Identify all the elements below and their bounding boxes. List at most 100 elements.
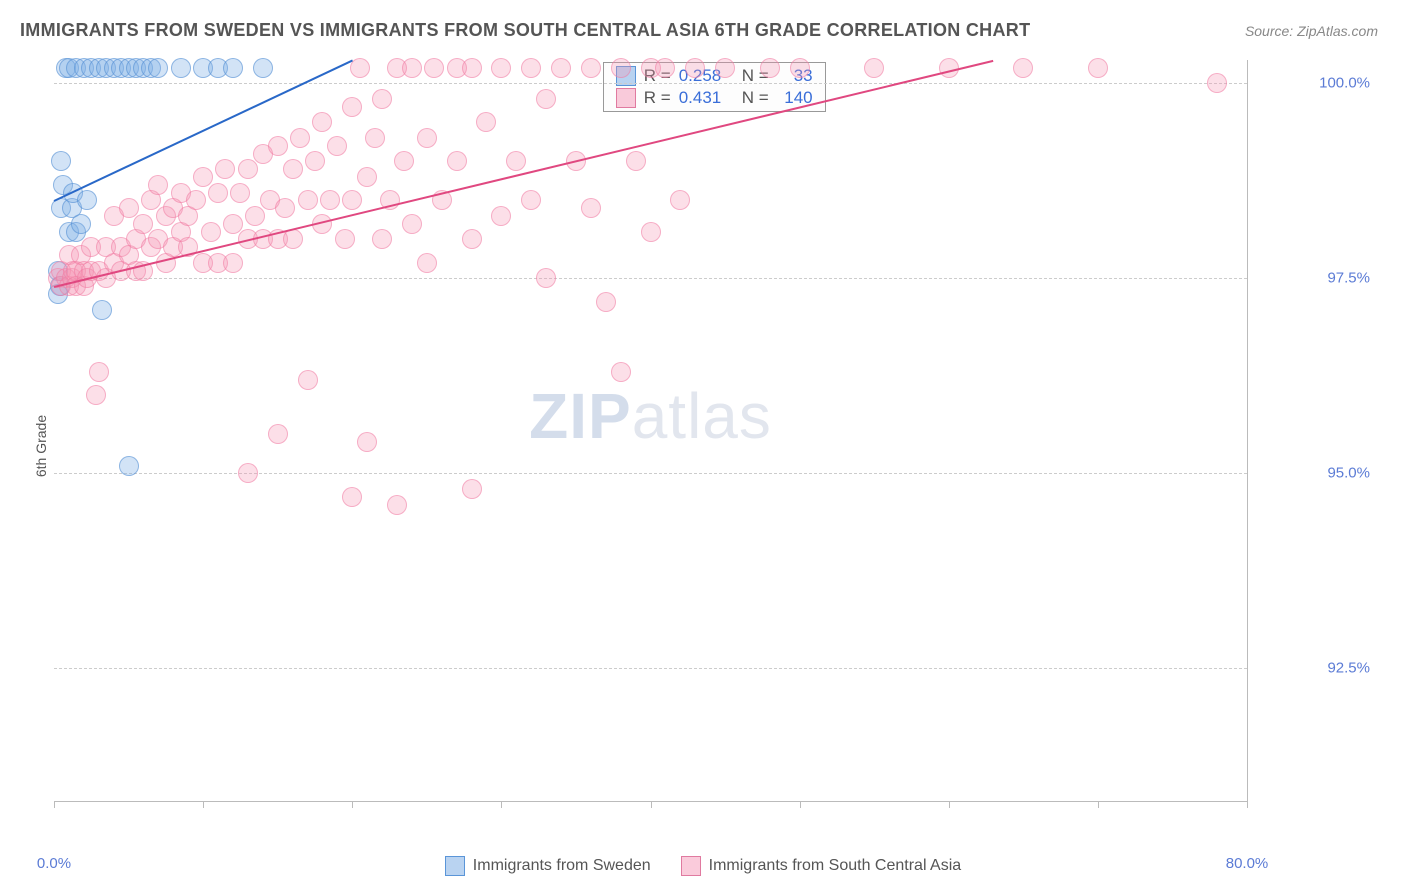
y-tick-label: 97.5% <box>1327 270 1370 287</box>
scatter-point <box>655 58 675 78</box>
scatter-point <box>201 222 221 242</box>
scatter-point <box>283 159 303 179</box>
scatter-point <box>670 190 690 210</box>
scatter-point <box>77 190 97 210</box>
scatter-point <box>596 292 616 312</box>
scatter-point <box>611 362 631 382</box>
scatter-point <box>171 58 191 78</box>
scatter-point <box>790 58 810 78</box>
legend-item-asia: Immigrants from South Central Asia <box>681 856 962 876</box>
r-value-asia: 0.431 <box>679 88 734 108</box>
x-tick <box>800 802 801 808</box>
scatter-point <box>394 151 414 171</box>
scatter-point <box>462 479 482 499</box>
scatter-point <box>305 151 325 171</box>
y-tick-label: 100.0% <box>1319 75 1370 92</box>
scatter-point <box>335 229 355 249</box>
scatter-point <box>268 136 288 156</box>
chart-container: 6th Grade ZIPatlas R = 0.258 N = 33 R = … <box>50 60 1378 832</box>
scatter-point <box>641 222 661 242</box>
scatter-point <box>365 128 385 148</box>
scatter-point <box>186 190 206 210</box>
x-tick <box>352 802 353 808</box>
swatch-pink-icon <box>616 88 636 108</box>
scatter-point <box>245 206 265 226</box>
legend-item-sweden: Immigrants from Sweden <box>445 856 651 876</box>
scatter-point <box>342 190 362 210</box>
scatter-point <box>626 151 646 171</box>
scatter-point <box>462 229 482 249</box>
scatter-point <box>476 112 496 132</box>
scatter-point <box>119 198 139 218</box>
grid-line <box>54 668 1247 669</box>
scatter-point <box>298 190 318 210</box>
scatter-point <box>342 487 362 507</box>
grid-line <box>54 278 1247 279</box>
scatter-point <box>760 58 780 78</box>
x-tick <box>501 802 502 808</box>
scatter-point <box>1013 58 1033 78</box>
scatter-point <box>148 58 168 78</box>
scatter-point <box>223 214 243 234</box>
scatter-point <box>491 58 511 78</box>
scatter-point <box>1207 73 1227 93</box>
scatter-point <box>491 206 511 226</box>
scatter-point <box>268 424 288 444</box>
scatter-point <box>685 58 705 78</box>
x-tick <box>949 802 950 808</box>
watermark: ZIPatlas <box>529 379 772 453</box>
scatter-point <box>290 128 310 148</box>
scatter-point <box>536 89 556 109</box>
scatter-point <box>283 229 303 249</box>
legend-label-asia: Immigrants from South Central Asia <box>709 857 962 875</box>
scatter-point <box>551 58 571 78</box>
grid-line <box>54 83 1247 84</box>
r-label: R = <box>644 88 671 108</box>
scatter-point <box>357 167 377 187</box>
scatter-point <box>536 268 556 288</box>
scatter-point <box>312 112 332 132</box>
scatter-point <box>350 58 370 78</box>
scatter-point <box>402 214 422 234</box>
scatter-point <box>417 128 437 148</box>
scatter-point <box>223 58 243 78</box>
scatter-point <box>119 456 139 476</box>
scatter-point <box>521 190 541 210</box>
x-tick <box>651 802 652 808</box>
scatter-point <box>133 214 153 234</box>
y-tick-label: 92.5% <box>1327 660 1370 677</box>
scatter-point <box>357 432 377 452</box>
y-axis-label: 6th Grade <box>33 415 49 477</box>
scatter-point <box>447 151 467 171</box>
watermark-zip: ZIP <box>529 380 632 452</box>
x-tick <box>1247 802 1248 808</box>
scatter-point <box>51 151 71 171</box>
scatter-point <box>238 159 258 179</box>
x-tick <box>203 802 204 808</box>
scatter-point <box>372 229 392 249</box>
scatter-point <box>581 58 601 78</box>
scatter-point <box>238 463 258 483</box>
scatter-point <box>230 183 250 203</box>
scatter-point <box>89 362 109 382</box>
scatter-point <box>215 159 235 179</box>
x-tick <box>1098 802 1099 808</box>
bottom-legend: Immigrants from Sweden Immigrants from S… <box>0 856 1406 876</box>
scatter-point <box>611 58 631 78</box>
legend-label-sweden: Immigrants from Sweden <box>473 857 651 875</box>
x-tick <box>54 802 55 808</box>
scatter-point <box>342 97 362 117</box>
scatter-point <box>417 253 437 273</box>
scatter-point <box>387 495 407 515</box>
scatter-point <box>506 151 526 171</box>
scatter-point <box>71 214 91 234</box>
grid-line <box>54 473 1247 474</box>
scatter-point <box>864 58 884 78</box>
scatter-point <box>223 253 243 273</box>
source-credit: Source: ZipAtlas.com <box>1245 23 1378 39</box>
scatter-point <box>327 136 347 156</box>
scatter-point <box>92 300 112 320</box>
swatch-blue-icon <box>445 856 465 876</box>
scatter-point <box>1088 58 1108 78</box>
scatter-point <box>298 370 318 390</box>
